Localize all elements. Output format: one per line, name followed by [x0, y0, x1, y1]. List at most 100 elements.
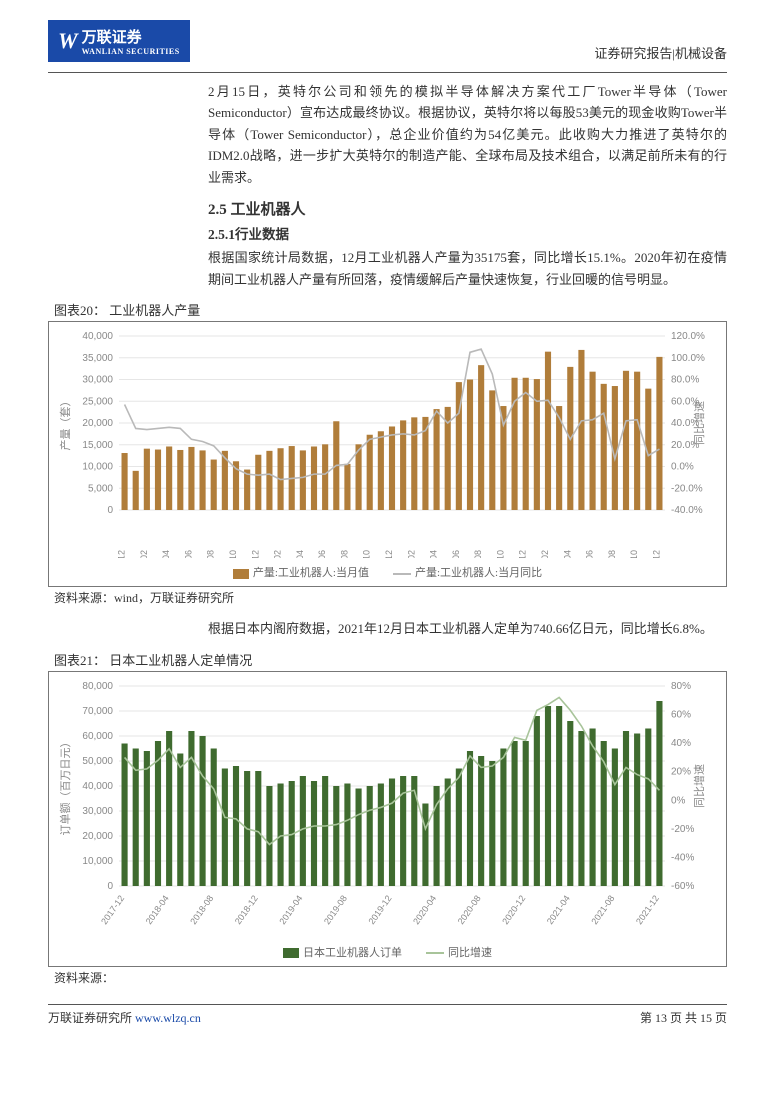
svg-text:-60%: -60% [671, 881, 694, 892]
logo-main: 万联证券 [82, 30, 142, 46]
header-rule [48, 72, 727, 73]
legend-21-bar: 日本工业机器人订单 [303, 947, 402, 959]
svg-text:2021-04: 2021-04 [562, 550, 572, 558]
header-category: 证券研究报告|机械设备 [594, 43, 727, 62]
svg-text:30,000: 30,000 [82, 375, 113, 386]
svg-text:80%: 80% [671, 681, 691, 692]
svg-text:2021-12: 2021-12 [651, 550, 661, 558]
figure-20-chart: 0 5,000 10,000 15,000 20,000 25,000 30,000 35,0… [48, 321, 727, 587]
svg-text:50,000: 50,000 [82, 756, 113, 767]
svg-text:-20%: -20% [671, 823, 694, 834]
svg-text:2020-12: 2020-12 [500, 893, 527, 926]
svg-text:0%: 0% [671, 795, 686, 806]
footer-left: 万联证券研究所 www.wlzq.cn [48, 1009, 201, 1026]
svg-text:20%: 20% [671, 766, 691, 777]
svg-text:40,000: 40,000 [82, 331, 113, 342]
svg-text:同比增速: 同比增速 [692, 764, 706, 808]
svg-text:0: 0 [107, 505, 113, 516]
svg-text:同比增速: 同比增速 [692, 401, 706, 445]
svg-text:2019-02: 2019-02 [273, 550, 283, 558]
svg-text:2019-04: 2019-04 [277, 893, 304, 926]
svg-text:2017-12: 2017-12 [99, 893, 126, 926]
figure-20-caption: 图表20： 工业机器人产量 [54, 300, 727, 319]
footer-url[interactable]: www.wlzq.cn [135, 1011, 201, 1025]
svg-text:2020-12: 2020-12 [518, 550, 528, 558]
svg-text:35,000: 35,000 [82, 353, 113, 364]
svg-text:2018-12: 2018-12 [250, 550, 260, 558]
svg-text:2020-08: 2020-08 [473, 550, 483, 558]
svg-text:10,000: 10,000 [82, 462, 113, 473]
paragraph-intel: 2月15日，英特尔公司和领先的模拟半导体解决方案代工厂Tower半导体（Towe… [208, 81, 727, 188]
svg-text:2021-12: 2021-12 [634, 893, 661, 926]
svg-text:产量（套）: 产量（套） [58, 396, 72, 451]
svg-text:40%: 40% [671, 738, 691, 749]
svg-text:2021-08: 2021-08 [589, 893, 616, 926]
svg-text:2019-12: 2019-12 [384, 550, 394, 558]
svg-text:2020-02: 2020-02 [406, 550, 416, 558]
svg-text:2018-04: 2018-04 [161, 550, 171, 558]
svg-text:0: 0 [107, 881, 113, 892]
logo-glyph: W [58, 28, 78, 54]
svg-text:60%: 60% [671, 709, 691, 720]
svg-text:2018-02: 2018-02 [139, 550, 149, 558]
legend-21-line: 同比增速 [448, 947, 492, 959]
svg-text:2021-02: 2021-02 [540, 550, 550, 558]
page-header: W 万联证券 WANLIAN SECURITIES 证券研究报告|机械设备 [48, 20, 727, 62]
svg-text:2020-08: 2020-08 [456, 893, 483, 926]
svg-text:2018-06: 2018-06 [183, 550, 193, 558]
svg-text:2019-08: 2019-08 [339, 550, 349, 558]
page-footer: 万联证券研究所 www.wlzq.cn 第 13 页 共 15 页 [48, 1004, 727, 1026]
legend-20-line: 产量:工业机器人:当月同比 [415, 567, 542, 579]
svg-text:2021-06: 2021-06 [585, 550, 595, 558]
svg-text:2021-04: 2021-04 [545, 893, 572, 926]
svg-text:订单额（百万日元）: 订单额（百万日元） [59, 736, 72, 835]
figure-21-caption: 图表21： 日本工业机器人定单情况 [54, 650, 727, 669]
svg-text:2018-04: 2018-04 [144, 893, 171, 926]
svg-text:2020-04: 2020-04 [429, 550, 439, 558]
svg-text:2021-08: 2021-08 [607, 550, 617, 558]
footer-page-num: 第 13 页 共 15 页 [640, 1009, 727, 1026]
svg-text:40,000: 40,000 [82, 781, 113, 792]
figure-21-chart: 0 10,000 20,000 30,000 40,000 50,000 60,000 70,… [48, 671, 727, 967]
svg-text:2020-06: 2020-06 [451, 550, 461, 558]
paragraph-robot-output: 根据国家统计局数据，12月工业机器人产量为35175套，同比增长15.1%。20… [208, 247, 727, 290]
footer-org: 万联证券研究所 [48, 1011, 132, 1025]
svg-text:100.0%: 100.0% [671, 353, 705, 364]
svg-text:15,000: 15,000 [82, 440, 113, 451]
svg-text:2017-12: 2017-12 [117, 550, 127, 558]
svg-text:30,000: 30,000 [82, 806, 113, 817]
svg-text:5,000: 5,000 [88, 483, 113, 494]
svg-text:-20.0%: -20.0% [671, 483, 703, 494]
figure-20-legend: 产量:工业机器人:当月值 产量:工业机器人:当月同比 [55, 564, 720, 580]
svg-text:2020-10: 2020-10 [495, 550, 505, 558]
svg-text:0.0%: 0.0% [671, 462, 694, 473]
svg-text:25,000: 25,000 [82, 396, 113, 407]
svg-text:2018-08: 2018-08 [206, 550, 216, 558]
section-2-5-title: 2.5 工业机器人 [208, 198, 727, 219]
paragraph-japan-orders: 根据日本内阁府数据，2021年12月日本工业机器人定单为740.66亿日元，同比… [208, 618, 727, 639]
figure-21-legend: 日本工业机器人订单 同比增速 [55, 944, 720, 960]
svg-text:60,000: 60,000 [82, 731, 113, 742]
svg-text:10,000: 10,000 [82, 856, 113, 867]
svg-text:2018-12: 2018-12 [233, 893, 260, 926]
svg-text:2019-10: 2019-10 [362, 550, 372, 558]
figure-20-source: 资料来源：wind，万联证券研究所 [54, 589, 727, 606]
svg-text:2020-04: 2020-04 [411, 893, 438, 926]
svg-text:80,000: 80,000 [82, 681, 113, 692]
svg-text:2019-12: 2019-12 [367, 893, 394, 926]
figure-21-source: 资料来源： [54, 969, 727, 986]
brand-logo: W 万联证券 WANLIAN SECURITIES [48, 20, 190, 62]
logo-sub: WANLIAN SECURITIES [82, 47, 180, 56]
svg-text:80.0%: 80.0% [671, 375, 699, 386]
svg-text:2019-08: 2019-08 [322, 893, 349, 926]
svg-text:-40.0%: -40.0% [671, 505, 703, 516]
svg-text:2021-10: 2021-10 [629, 550, 639, 558]
svg-text:2018-10: 2018-10 [228, 550, 238, 558]
section-2-5-1-title: 2.5.1行业数据 [208, 223, 727, 243]
svg-text:2019-06: 2019-06 [317, 550, 327, 558]
svg-text:2018-08: 2018-08 [188, 893, 215, 926]
svg-text:20,000: 20,000 [82, 418, 113, 429]
svg-text:20,000: 20,000 [82, 831, 113, 842]
svg-text:70,000: 70,000 [82, 706, 113, 717]
svg-text:2019-04: 2019-04 [295, 550, 305, 558]
